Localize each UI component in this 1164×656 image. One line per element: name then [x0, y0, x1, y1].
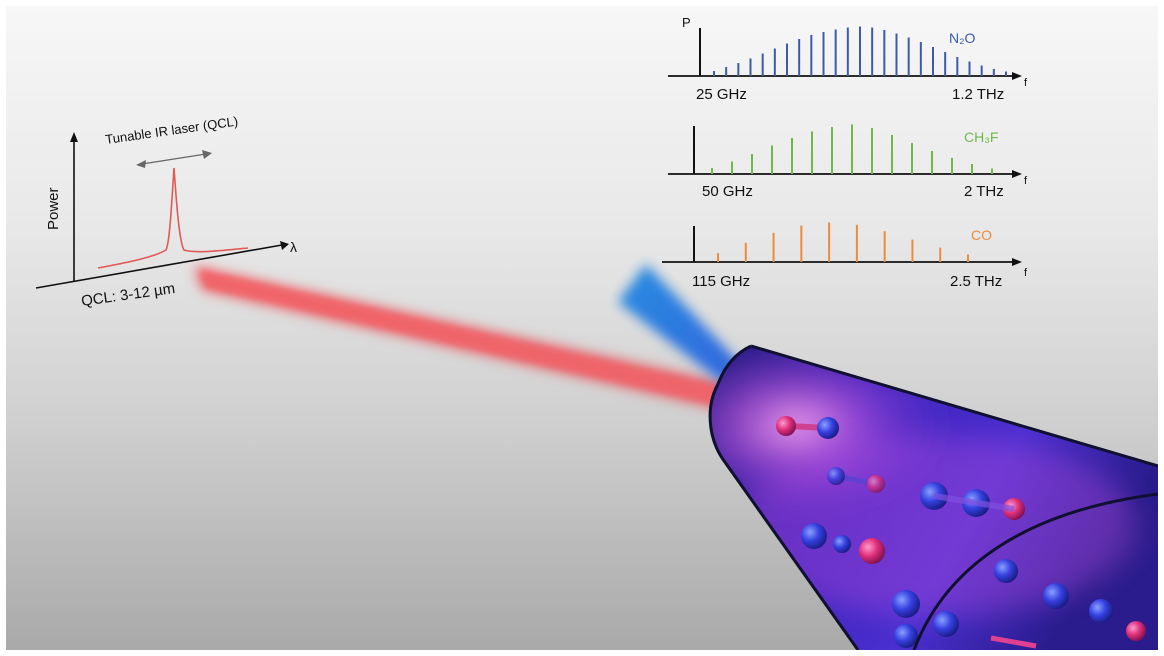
- tunable-arrow: [141, 153, 207, 165]
- illustration-canvas: Tunable IR laser (QCL) Power λ QCL: 3-12…: [6, 6, 1158, 650]
- molecule-label-n2o: N₂O: [949, 30, 976, 46]
- spectrum-n2o: P f N₂O 25 GHz 1.2 THz: [668, 15, 1028, 103]
- molecules: [776, 416, 1146, 649]
- end-frequency-label: 2.5 THz: [950, 273, 1002, 290]
- start-frequency-label: 50 GHz: [702, 183, 753, 200]
- rotational-spectra: P f N₂O 25 GHz 1.2 THz f CH₃F 50 GHz 2 T…: [662, 15, 1028, 290]
- end-frequency-label: 2 THz: [964, 183, 1004, 200]
- qcl-wavelength-axis: [35, 244, 283, 289]
- spectrum-f-label: f: [1024, 267, 1028, 279]
- thz-emission-beam: [618, 264, 744, 384]
- scene-svg: Tunable IR laser (QCL) Power λ QCL: 3-12…: [35, 15, 1158, 650]
- power-axis-label: Power: [45, 187, 62, 230]
- start-frequency-label: 25 GHz: [696, 86, 747, 103]
- spectrum-f-label: f: [1024, 175, 1028, 187]
- end-frequency-label: 1.2 THz: [952, 86, 1004, 103]
- ir-laser-beam: [194, 266, 732, 410]
- spectrum-co: f CO 115 GHz 2.5 THz: [662, 222, 1028, 290]
- lambda-axis-label: λ: [290, 239, 297, 255]
- spectrum-f-label: f: [1024, 77, 1028, 89]
- start-frequency-label: 115 GHz: [692, 273, 750, 290]
- qcl-range-label: QCL: 3-12 µm: [80, 280, 176, 310]
- laser-label: Tunable IR laser (QCL): [104, 113, 239, 146]
- spectrum-ch3f: f CH₃F 50 GHz 2 THz: [668, 124, 1028, 200]
- molecule-label-ch3f: CH₃F: [964, 129, 998, 145]
- laser-emission-peak: [97, 167, 249, 269]
- spectrum-p-label: P: [682, 15, 691, 30]
- molecule-label-co: CO: [971, 227, 992, 243]
- gas-cell-cylinder: [708, 344, 1158, 650]
